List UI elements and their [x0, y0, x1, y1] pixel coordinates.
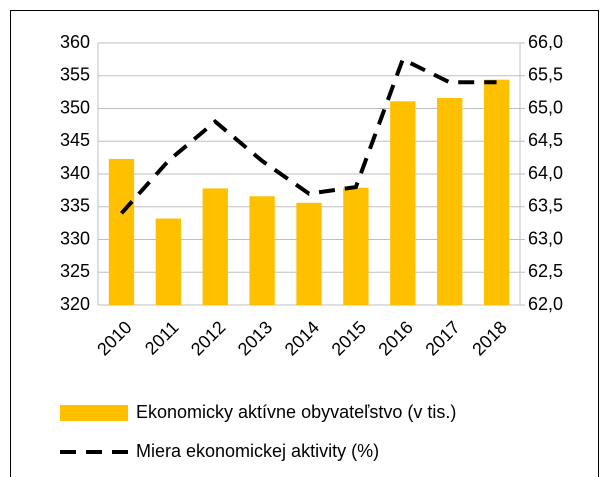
y-tick-label: 360: [60, 32, 90, 52]
y2-tick-label: 63,0: [528, 228, 563, 248]
bar: [296, 202, 322, 305]
x-tick-label: 2012: [187, 317, 229, 359]
bar: [437, 98, 463, 306]
y2-tick-label: 65,0: [528, 97, 563, 117]
x-tick-label: 2018: [468, 317, 510, 359]
bar: [108, 158, 135, 305]
bar: [249, 196, 275, 305]
bar: [155, 218, 181, 305]
x-tick-label: 2013: [234, 317, 276, 359]
y2-tick-label: 63,5: [528, 196, 563, 216]
y-tick-label: 355: [60, 65, 90, 85]
x-tick-label: 2010: [93, 317, 135, 359]
x-tick-label: 2014: [281, 317, 323, 359]
bar: [483, 79, 510, 306]
y-tick-label: 330: [60, 228, 90, 248]
y2-tick-label: 62,5: [528, 261, 563, 281]
y2-tick-label: 66,0: [528, 32, 563, 52]
y2-tick-label: 64,0: [528, 163, 563, 183]
y2-tick-label: 65,5: [528, 65, 563, 85]
y2-tick-label: 64,5: [528, 130, 563, 150]
x-tick-label: 2011: [141, 317, 183, 359]
chart-border: [10, 10, 599, 477]
y-tick-label: 340: [60, 163, 90, 183]
legend-swatch: [60, 405, 128, 421]
bar: [343, 187, 369, 305]
bar: [390, 101, 416, 305]
y-tick-label: 325: [60, 261, 90, 281]
bar: [202, 188, 228, 305]
y-tick-label: 320: [60, 294, 90, 314]
legend-label: Ekonomicky aktívne obyvateľstvo (v tis.): [136, 402, 456, 422]
legend-label: Miera ekonomickej aktivity (%): [136, 441, 379, 461]
x-tick-label: 2016: [375, 317, 417, 359]
y-tick-label: 345: [60, 130, 90, 150]
line: [119, 56, 497, 215]
y-tick-label: 350: [60, 97, 90, 117]
y-tick-label: 335: [60, 196, 90, 216]
y2-tick-label: 62,0: [528, 294, 563, 314]
x-tick-label: 2015: [328, 317, 370, 359]
x-tick-label: 2017: [421, 317, 463, 359]
